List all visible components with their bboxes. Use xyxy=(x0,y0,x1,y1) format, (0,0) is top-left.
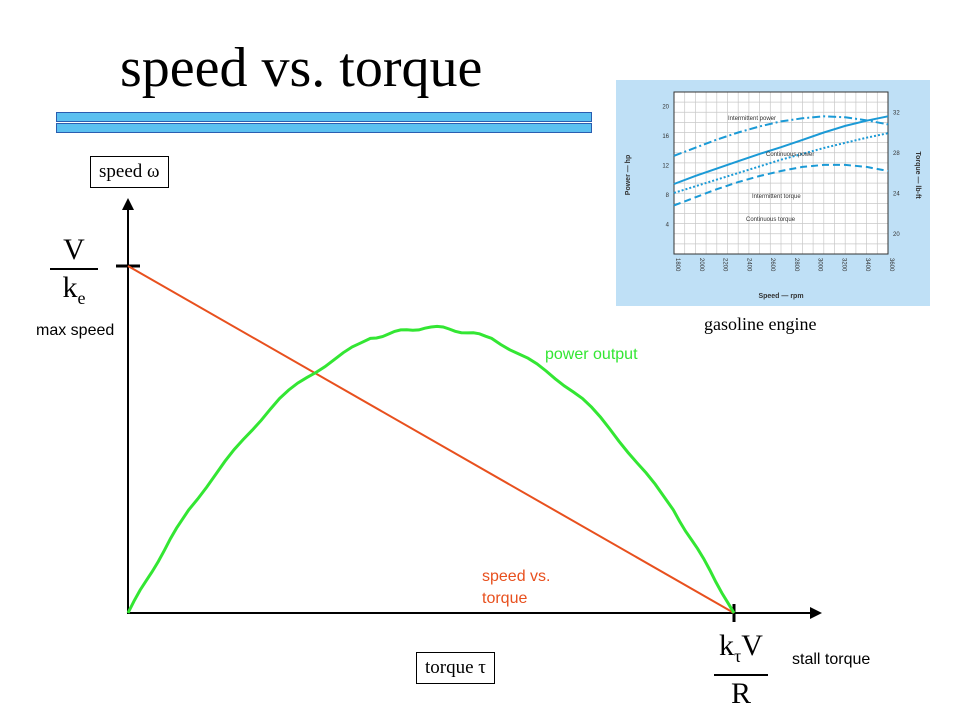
title-underline-bar-bottom xyxy=(56,123,592,133)
engine-y-right-tick: 20 xyxy=(893,232,900,238)
stall-torque-label: stall torque xyxy=(792,651,871,668)
engine-series-line xyxy=(673,115,889,185)
engine-x-tick: 2200 xyxy=(722,258,728,272)
engine-chart: Intermittent power Continuous power Interm… xyxy=(625,91,921,300)
engine-chart-inset: Intermittent power Continuous power Interm… xyxy=(616,80,930,306)
torque-axis-label: torque τ xyxy=(416,652,495,684)
engine-chart-grid xyxy=(673,91,889,255)
engine-y-right-tick: 28 xyxy=(893,151,900,157)
engine-x-tick: 3000 xyxy=(817,258,823,272)
engine-x-tick: 1800 xyxy=(674,258,680,272)
engine-y-left-tick: 8 xyxy=(666,193,670,199)
x-axis-arrow xyxy=(810,607,822,619)
engine-y-left-tick: 20 xyxy=(662,105,669,111)
engine-y-right-tick: 32 xyxy=(893,110,900,116)
title-underline-bar-top xyxy=(56,112,592,122)
engine-x-label: Speed — rpm xyxy=(758,293,803,300)
engine-x-tick: 2800 xyxy=(793,258,799,272)
speed-axis-label: speed ω xyxy=(90,156,169,188)
inset-caption: gasoline engine xyxy=(704,314,817,334)
engine-series-line xyxy=(673,115,889,157)
engine-x-tick: 2400 xyxy=(745,258,751,272)
max-speed-label: max speed xyxy=(36,322,115,339)
power-output-label: power output xyxy=(545,346,638,363)
engine-y-left-tick: 16 xyxy=(662,134,669,140)
speed-vs-torque-label: speed vs. torque xyxy=(482,568,551,607)
engine-y-right-label: Torque — lb-ft xyxy=(914,151,921,199)
engine-x-tick: 3200 xyxy=(840,258,846,272)
engine-series-label: Intermittent torque xyxy=(752,194,801,200)
engine-x-tick: 3600 xyxy=(888,258,894,272)
engine-series-label: Continuous torque xyxy=(746,217,796,223)
engine-series-label: Intermittent power xyxy=(728,116,776,122)
engine-x-tick: 2000 xyxy=(698,258,704,272)
engine-y-left-tick: 12 xyxy=(662,164,669,170)
engine-y-left-label: Power — hp xyxy=(625,155,632,195)
speed-vs-torque-line xyxy=(127,265,735,614)
y-axis-arrow xyxy=(122,198,134,210)
engine-series-label: Continuous power xyxy=(766,152,814,158)
max-speed-fraction: V ke xyxy=(50,232,98,316)
engine-chart-series xyxy=(673,115,889,207)
engine-y-left-tick: 4 xyxy=(666,223,670,229)
engine-x-tick: 3400 xyxy=(864,258,870,272)
engine-chart-labels: Intermittent power Continuous power Interm… xyxy=(625,105,921,300)
stall-torque-fraction: kτV R xyxy=(714,628,768,712)
engine-x-tick: 2600 xyxy=(769,258,775,272)
power-output-curve xyxy=(126,324,736,614)
engine-chart-frame xyxy=(673,91,889,255)
page-title: speed vs. torque xyxy=(120,37,483,99)
engine-series-line xyxy=(673,163,889,207)
engine-y-right-tick: 24 xyxy=(893,191,900,197)
engine-series-line xyxy=(673,132,889,194)
